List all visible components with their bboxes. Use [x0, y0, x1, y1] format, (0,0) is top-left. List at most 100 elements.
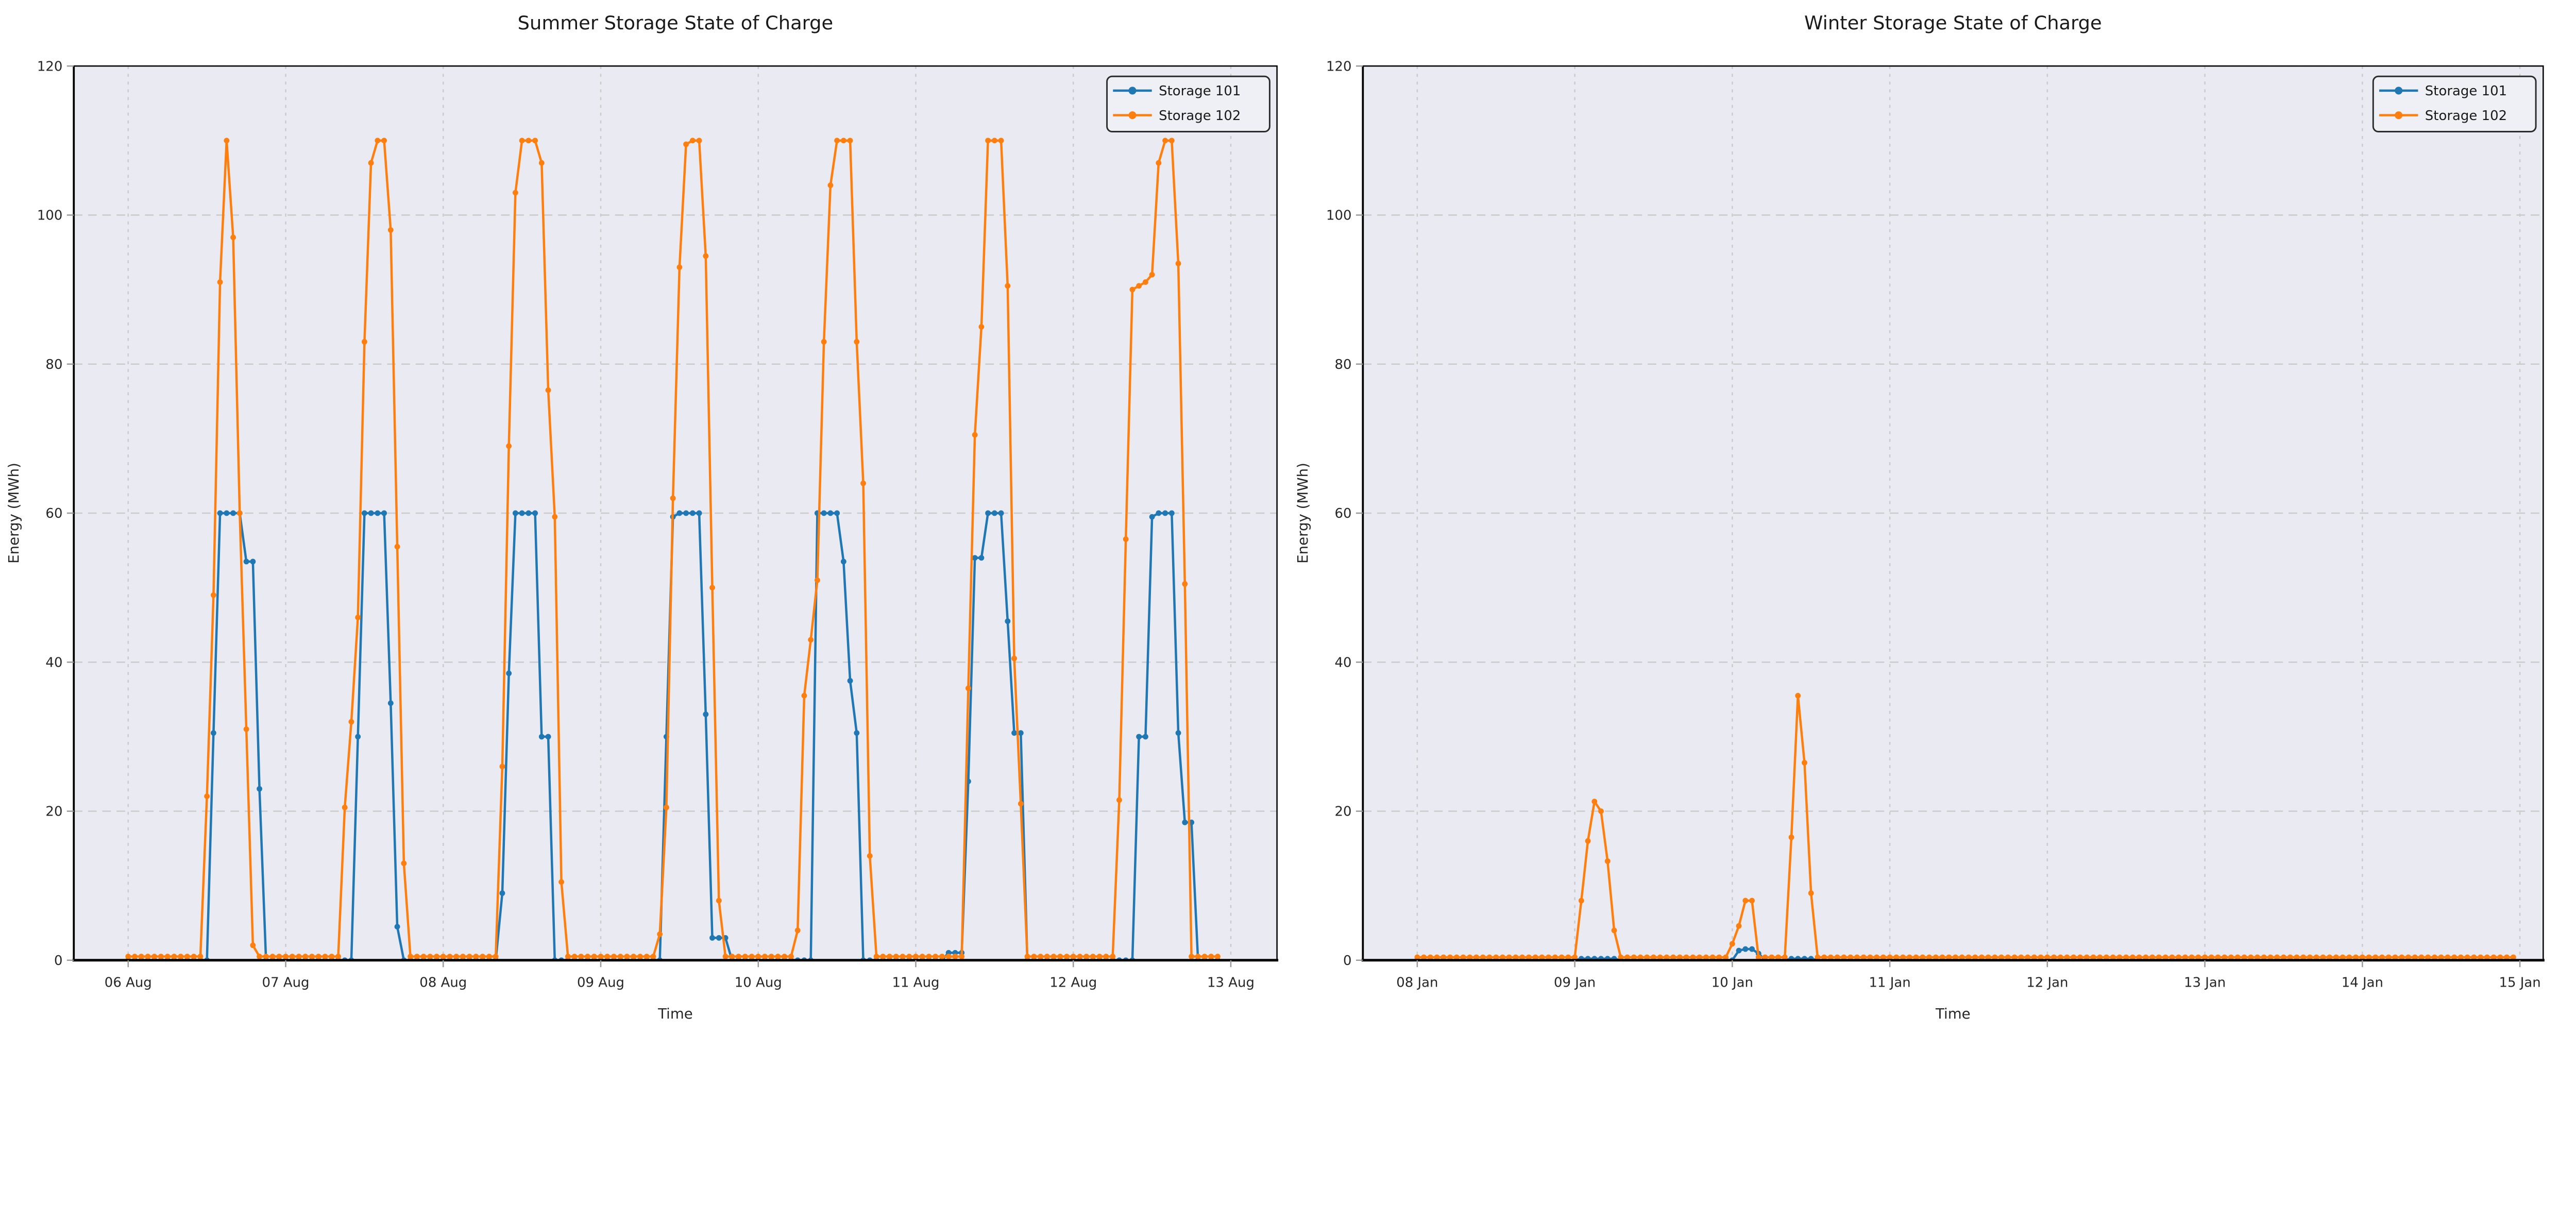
summer-storage_102-markers	[125, 138, 1221, 960]
data-point-marker	[2110, 954, 2116, 960]
data-point-marker	[1057, 954, 1063, 960]
data-point-marker	[637, 954, 643, 960]
data-point-marker	[480, 954, 486, 960]
data-point-marker	[2215, 954, 2221, 960]
data-point-marker	[1604, 858, 1611, 864]
data-point-marker	[269, 954, 276, 960]
data-point-marker	[2478, 954, 2484, 960]
data-point-marker	[1175, 261, 1181, 266]
data-point-marker	[217, 510, 223, 516]
data-point-marker	[2484, 954, 2490, 960]
data-point-marker	[643, 954, 650, 960]
data-point-marker	[2136, 954, 2142, 960]
data-point-marker	[676, 264, 683, 270]
data-point-marker	[191, 954, 197, 960]
data-point-marker	[355, 734, 361, 740]
data-point-marker	[1142, 279, 1148, 285]
data-point-marker	[2333, 954, 2339, 960]
data-point-marker	[1136, 283, 1142, 289]
data-point-marker	[847, 138, 853, 144]
data-point-marker	[1736, 923, 1742, 929]
data-point-marker	[263, 954, 269, 960]
y-tick-label: 120	[1326, 59, 1352, 74]
legend-marker-sample	[2395, 87, 2403, 95]
data-point-marker	[2464, 954, 2470, 960]
data-point-marker	[538, 160, 545, 166]
data-point-marker	[2340, 954, 2346, 960]
data-point-marker	[991, 138, 997, 144]
data-point-marker	[1716, 954, 1722, 960]
data-point-marker	[276, 954, 282, 960]
data-point-marker	[2149, 954, 2156, 960]
data-point-marker	[959, 954, 965, 960]
data-point-marker	[2412, 954, 2418, 960]
data-point-marker	[742, 954, 748, 960]
data-point-marker	[224, 138, 230, 144]
legend-marker-sample	[1128, 111, 1137, 120]
data-point-marker	[2392, 954, 2398, 960]
data-point-marker	[309, 954, 315, 960]
data-point-marker	[1453, 954, 1460, 960]
data-point-marker	[1162, 138, 1168, 144]
data-point-marker	[2497, 954, 2503, 960]
data-point-marker	[230, 234, 236, 241]
data-point-marker	[381, 138, 387, 144]
data-point-marker	[1709, 954, 1716, 960]
data-point-marker	[998, 138, 1004, 144]
data-point-marker	[709, 585, 716, 591]
data-point-marker	[985, 138, 991, 144]
data-point-marker	[1815, 954, 1821, 960]
data-point-marker	[611, 954, 617, 960]
data-point-marker	[1683, 954, 1689, 960]
data-point-marker	[919, 954, 925, 960]
data-point-marker	[493, 954, 499, 960]
data-point-marker	[834, 510, 840, 516]
data-point-marker	[519, 510, 525, 516]
data-point-marker	[2116, 954, 2123, 960]
data-point-marker	[1142, 734, 1148, 740]
data-point-marker	[1546, 954, 1552, 960]
data-point-marker	[145, 954, 151, 960]
data-point-marker	[2104, 954, 2109, 960]
data-point-marker	[210, 592, 216, 598]
data-point-marker	[1906, 954, 1912, 960]
data-point-marker	[204, 793, 210, 800]
data-point-marker	[2405, 954, 2412, 960]
x-tick-label: 13 Aug	[1207, 975, 1255, 991]
x-tick-label: 11 Jan	[1869, 975, 1910, 991]
data-point-marker	[1123, 536, 1129, 543]
data-point-marker	[1038, 954, 1044, 960]
data-point-marker	[617, 954, 623, 960]
summer-panel: 0 20 40 60 80 100 120 06 Aug 07 Aug 08 Aug 09 Aug 1…	[5, 12, 1279, 1022]
data-point-marker	[768, 954, 774, 960]
data-point-marker	[1631, 954, 1637, 960]
data-point-marker	[854, 730, 860, 736]
data-point-marker	[2097, 954, 2103, 960]
data-point-marker	[236, 510, 243, 516]
data-point-marker	[2064, 954, 2070, 960]
data-point-marker	[1011, 730, 1018, 736]
data-point-marker	[1920, 954, 1926, 960]
data-point-marker	[591, 954, 597, 960]
data-point-marker	[2372, 954, 2379, 960]
data-point-marker	[368, 160, 374, 166]
data-point-marker	[650, 954, 656, 960]
data-point-marker	[315, 954, 321, 960]
data-point-marker	[355, 614, 361, 620]
data-point-marker	[151, 954, 158, 960]
y-tick-label: 80	[45, 357, 62, 372]
data-point-marker	[1841, 954, 1847, 960]
x-tick-label: 10 Aug	[735, 975, 782, 991]
data-point-marker	[532, 138, 538, 144]
data-point-marker	[414, 954, 420, 960]
data-point-marker	[512, 190, 518, 196]
data-point-marker	[703, 253, 709, 259]
data-point-marker	[598, 954, 604, 960]
data-point-marker	[361, 510, 367, 516]
data-point-marker	[2281, 954, 2286, 960]
data-point-marker	[2353, 954, 2359, 960]
data-point-marker	[1136, 734, 1142, 740]
data-point-marker	[683, 510, 689, 516]
data-point-marker	[2510, 954, 2516, 960]
data-point-marker	[1637, 954, 1643, 960]
